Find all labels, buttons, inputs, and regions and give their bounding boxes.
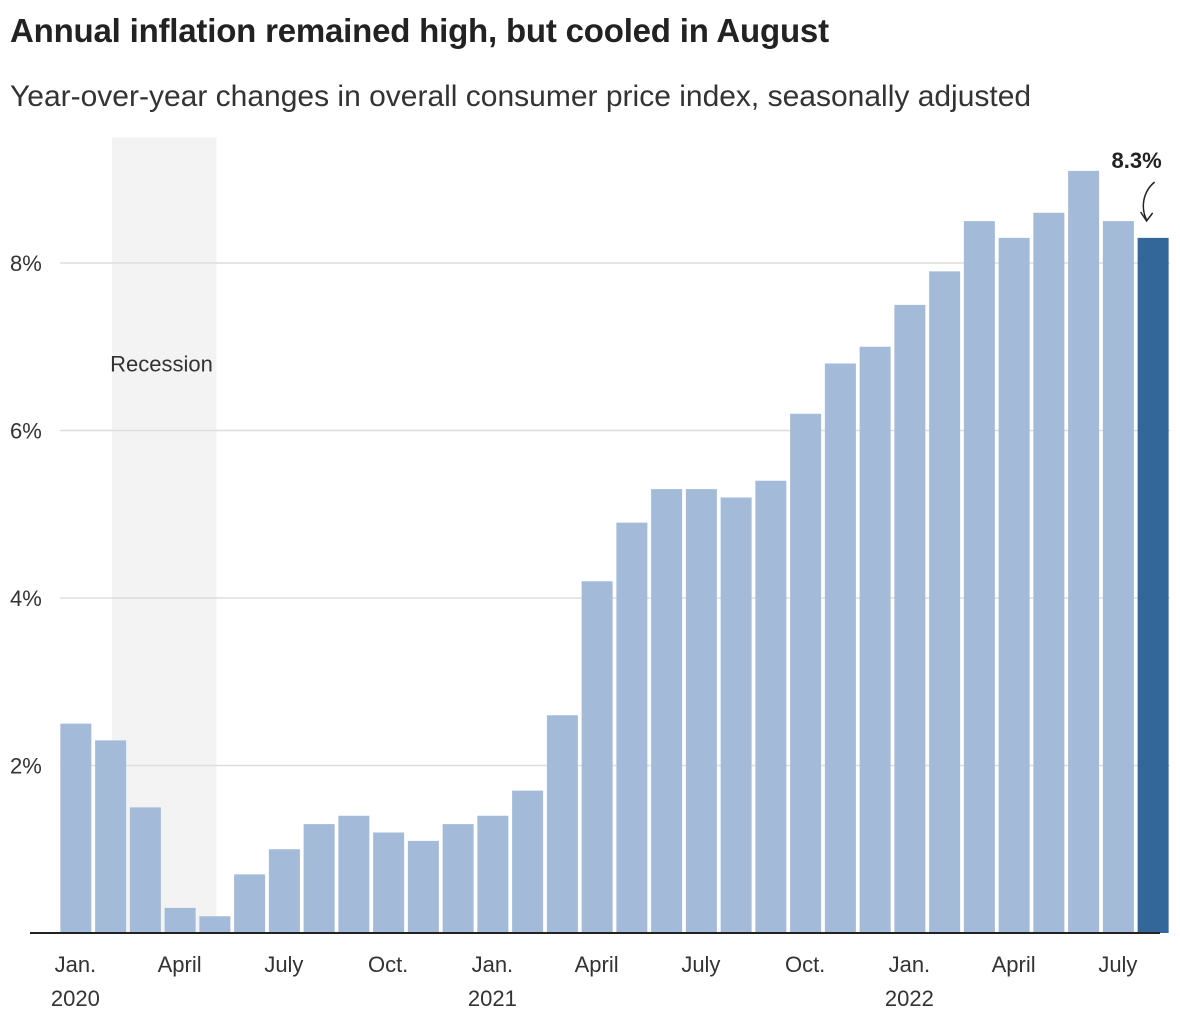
x-tick-label: Jan. — [889, 952, 931, 977]
bar-jul-2020 — [268, 849, 300, 933]
bar-nov-2021 — [824, 363, 856, 933]
bar-apr-2022 — [998, 237, 1030, 933]
bar-dec-2020 — [442, 824, 474, 933]
x-tick-label: April — [158, 952, 202, 977]
bar-nov-2020 — [407, 840, 439, 933]
y-tick-label: 4% — [10, 586, 42, 611]
bar-feb-2020 — [95, 740, 127, 933]
annotation-arrow — [1142, 181, 1156, 221]
bar-may-2022 — [1033, 212, 1065, 933]
x-tick-year-label: 2020 — [51, 986, 100, 1011]
bar-oct-2021 — [790, 413, 822, 933]
x-tick-label: Jan. — [55, 952, 97, 977]
bar-jan-2022 — [894, 304, 926, 933]
x-axis: Jan. 2020 April July Oct. Jan. 2021 April July Oc… — [30, 932, 1160, 1011]
bar-mar-2020 — [129, 807, 161, 933]
x-tick-year-label: 2022 — [885, 986, 934, 1011]
y-tick-label: 2% — [10, 754, 42, 779]
bar-jan-2020 — [60, 723, 92, 933]
bar-jul-2022 — [1102, 221, 1134, 933]
recession-band-layer — [112, 137, 217, 933]
bar-aug-2021 — [720, 497, 752, 933]
bar-may-2020 — [199, 916, 231, 933]
x-tick-year-label: 2021 — [468, 986, 517, 1011]
x-tick-label: July — [1098, 952, 1137, 977]
bar-aug-2020 — [303, 824, 335, 933]
bar-sep-2021 — [755, 480, 787, 933]
x-tick-label: April — [575, 952, 619, 977]
recession-label: Recession — [110, 352, 213, 377]
bar-jun-2022 — [1068, 170, 1100, 933]
x-tick-label: Oct. — [368, 952, 408, 977]
bar-mar-2022 — [963, 221, 995, 933]
bar-apr-2020 — [164, 907, 196, 933]
y-tick-label: 8% — [10, 251, 42, 276]
x-tick-label: April — [992, 952, 1036, 977]
bar-dec-2021 — [859, 346, 891, 933]
recession-band — [112, 137, 217, 933]
chart-subtitle: Year-over-year changes in overall consum… — [10, 80, 1032, 113]
bar-feb-2022 — [929, 271, 961, 933]
bar-jul-2021 — [685, 489, 717, 933]
bar-apr-2021 — [581, 581, 613, 933]
bar-jun-2021 — [651, 489, 683, 933]
labels: Recession 8.3% — [110, 148, 1162, 377]
bar-feb-2021 — [512, 790, 544, 933]
bar-mar-2021 — [546, 715, 578, 933]
x-tick-label: Oct. — [785, 952, 825, 977]
bar-jan-2021 — [477, 815, 509, 933]
bar-may-2021 — [616, 522, 648, 933]
bar-sep-2020 — [338, 815, 370, 933]
bars — [60, 170, 1169, 933]
annotation-label: 8.3% — [1112, 148, 1162, 173]
annotation-arrowhead — [1140, 211, 1154, 223]
x-tick-label: July — [264, 952, 303, 977]
bar-oct-2020 — [373, 832, 405, 933]
x-tick-label: Jan. — [472, 952, 514, 977]
bar-aug-2022 — [1137, 237, 1169, 933]
x-tick-label: July — [681, 952, 720, 977]
chart-title: Annual inflation remained high, but cool… — [10, 12, 829, 49]
bar-jun-2020 — [234, 874, 266, 933]
y-tick-label: 6% — [10, 419, 42, 444]
